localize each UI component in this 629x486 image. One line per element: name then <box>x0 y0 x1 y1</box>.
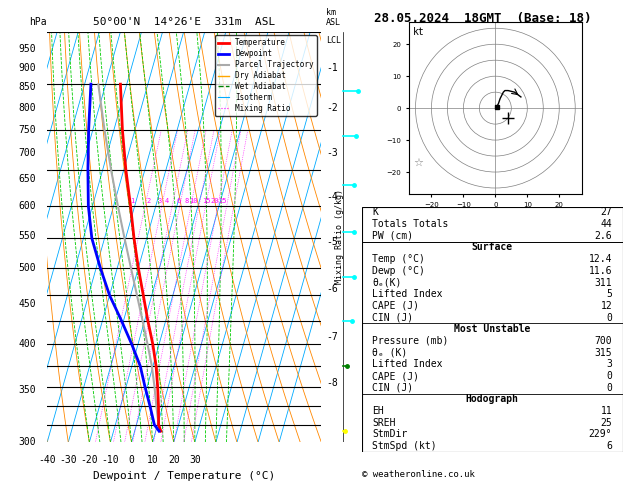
Text: CAPE (J): CAPE (J) <box>372 371 419 381</box>
Text: -10: -10 <box>102 454 120 465</box>
Text: K: K <box>372 208 378 217</box>
Text: 311: 311 <box>594 278 612 288</box>
Text: 5: 5 <box>606 289 612 299</box>
Text: 850: 850 <box>19 82 36 92</box>
Text: 10: 10 <box>147 454 159 465</box>
Text: 0: 0 <box>128 454 135 465</box>
Legend: Temperature, Dewpoint, Parcel Trajectory, Dry Adiabat, Wet Adiabat, Isotherm, Mi: Temperature, Dewpoint, Parcel Trajectory… <box>214 35 317 116</box>
Text: -40: -40 <box>38 454 56 465</box>
Text: 11: 11 <box>601 406 612 416</box>
Text: 30: 30 <box>189 454 201 465</box>
Text: 20: 20 <box>168 454 179 465</box>
Text: Mixing Ratio (g/kg): Mixing Ratio (g/kg) <box>335 190 345 284</box>
Text: 8: 8 <box>185 198 189 204</box>
Text: kt: kt <box>413 27 425 37</box>
Text: -2: -2 <box>326 103 338 113</box>
Text: 700: 700 <box>19 148 36 158</box>
Text: 600: 600 <box>19 201 36 211</box>
Text: 315: 315 <box>594 347 612 358</box>
Text: 20: 20 <box>211 198 220 204</box>
Text: CAPE (J): CAPE (J) <box>372 301 419 311</box>
Text: 3: 3 <box>606 359 612 369</box>
Text: 10: 10 <box>189 198 198 204</box>
Text: 6: 6 <box>177 198 181 204</box>
Text: CIN (J): CIN (J) <box>372 312 413 323</box>
Text: 1: 1 <box>130 198 134 204</box>
Text: 15: 15 <box>202 198 210 204</box>
Text: 27: 27 <box>601 208 612 217</box>
Text: 2.6: 2.6 <box>594 231 612 241</box>
Text: 550: 550 <box>19 230 36 241</box>
Text: Hodograph: Hodograph <box>465 394 519 404</box>
FancyBboxPatch shape <box>362 207 623 452</box>
Text: 4: 4 <box>165 198 169 204</box>
Text: 6: 6 <box>606 441 612 451</box>
Text: Surface: Surface <box>472 243 513 252</box>
Text: -20: -20 <box>81 454 98 465</box>
Text: -1: -1 <box>326 63 338 72</box>
Text: 44: 44 <box>601 219 612 229</box>
Text: -30: -30 <box>60 454 77 465</box>
Text: -3: -3 <box>326 148 338 158</box>
Text: 950: 950 <box>19 44 36 54</box>
Text: 3: 3 <box>157 198 162 204</box>
Text: 750: 750 <box>19 125 36 135</box>
Text: 229°: 229° <box>589 430 612 439</box>
Text: LCL: LCL <box>326 36 342 45</box>
Text: CIN (J): CIN (J) <box>372 382 413 393</box>
Text: © weatheronline.co.uk: © weatheronline.co.uk <box>362 469 474 479</box>
Text: PW (cm): PW (cm) <box>372 231 413 241</box>
Text: 28.05.2024  18GMT  (Base: 18): 28.05.2024 18GMT (Base: 18) <box>374 12 592 25</box>
Text: hPa: hPa <box>30 17 47 28</box>
Text: -7: -7 <box>326 332 338 342</box>
Text: Dewpoint / Temperature (°C): Dewpoint / Temperature (°C) <box>93 471 275 481</box>
Text: θₑ(K): θₑ(K) <box>372 278 401 288</box>
Text: 50°00'N  14°26'E  331m  ASL: 50°00'N 14°26'E 331m ASL <box>93 17 275 28</box>
Text: 800: 800 <box>19 103 36 113</box>
Text: 500: 500 <box>19 263 36 273</box>
Text: 650: 650 <box>19 174 36 184</box>
Text: km
ASL: km ASL <box>326 8 342 28</box>
Text: Temp (°C): Temp (°C) <box>372 254 425 264</box>
Text: -4: -4 <box>326 192 338 202</box>
Text: Lifted Index: Lifted Index <box>372 359 443 369</box>
Text: -8: -8 <box>326 378 338 388</box>
Text: -6: -6 <box>326 284 338 294</box>
Text: StmSpd (kt): StmSpd (kt) <box>372 441 437 451</box>
Text: θₑ (K): θₑ (K) <box>372 347 408 358</box>
Text: 700: 700 <box>594 336 612 346</box>
Text: Pressure (mb): Pressure (mb) <box>372 336 448 346</box>
Text: 0: 0 <box>606 382 612 393</box>
Text: Totals Totals: Totals Totals <box>372 219 448 229</box>
Text: Dewp (°C): Dewp (°C) <box>372 266 425 276</box>
Text: 0: 0 <box>606 312 612 323</box>
Text: -5: -5 <box>326 237 338 247</box>
Text: Lifted Index: Lifted Index <box>372 289 443 299</box>
Text: 300: 300 <box>19 437 36 447</box>
Text: 0: 0 <box>606 371 612 381</box>
Text: 450: 450 <box>19 299 36 309</box>
Text: 11.6: 11.6 <box>589 266 612 276</box>
Text: EH: EH <box>372 406 384 416</box>
Text: SREH: SREH <box>372 418 396 428</box>
Text: 12: 12 <box>601 301 612 311</box>
Text: 25: 25 <box>218 198 226 204</box>
Text: StmDir: StmDir <box>372 430 408 439</box>
Text: 350: 350 <box>19 385 36 395</box>
Text: 2: 2 <box>147 198 151 204</box>
Text: 12.4: 12.4 <box>589 254 612 264</box>
Text: 400: 400 <box>19 339 36 349</box>
Text: Most Unstable: Most Unstable <box>454 324 530 334</box>
Text: ☆: ☆ <box>414 157 424 168</box>
Text: 900: 900 <box>19 63 36 72</box>
Text: 25: 25 <box>601 418 612 428</box>
